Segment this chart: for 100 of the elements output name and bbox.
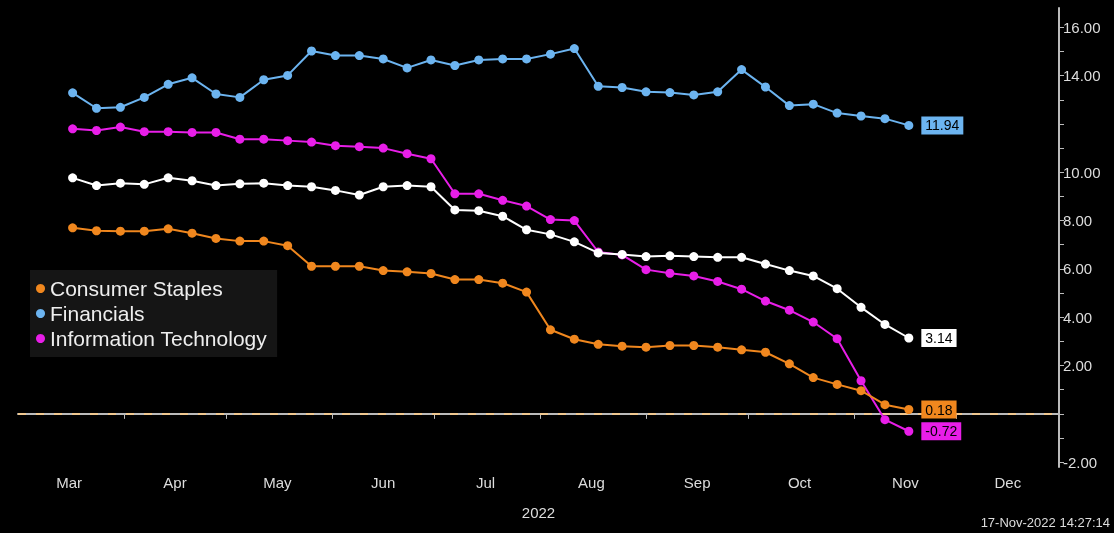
point: [832, 379, 842, 389]
point: [784, 359, 794, 369]
point: [904, 333, 914, 343]
point: [68, 173, 78, 183]
point: [426, 269, 436, 278]
point: [259, 236, 269, 246]
point: [354, 51, 364, 61]
point: [187, 73, 197, 83]
point: [235, 236, 245, 246]
point: [808, 271, 818, 281]
point: [760, 296, 770, 306]
point: [92, 103, 101, 113]
x-axis-title: 2022: [521, 504, 556, 521]
point: [450, 275, 460, 285]
point: [808, 317, 818, 327]
point: [713, 87, 723, 97]
point: [474, 189, 484, 199]
point: [593, 339, 603, 349]
point: [784, 101, 794, 111]
point: [832, 108, 842, 118]
point: [283, 136, 293, 146]
point: [808, 373, 818, 383]
point: [713, 342, 723, 352]
text: 17-Nov-2022 14:27:14: [980, 515, 1110, 530]
point: [115, 102, 125, 112]
point: [163, 224, 173, 234]
data-label: 0.18: [925, 401, 953, 418]
legend-label: Financials: [50, 302, 145, 325]
point: [354, 261, 364, 271]
point: [450, 189, 460, 199]
point: [856, 376, 866, 386]
point: [737, 345, 747, 355]
data-label: 11.94: [925, 117, 960, 134]
point: [259, 134, 269, 144]
point: [211, 181, 221, 191]
point: [832, 284, 842, 294]
y-tick-label: 16.00: [1063, 18, 1101, 36]
point: [378, 143, 388, 153]
point: [713, 252, 723, 262]
x-tick-label: Mar: [56, 474, 83, 491]
point: [522, 201, 532, 211]
point: [92, 181, 101, 191]
point: [522, 54, 532, 64]
point: [498, 211, 508, 221]
point: [760, 259, 770, 269]
point: [641, 342, 651, 352]
point: [354, 190, 364, 200]
point: [641, 87, 651, 97]
legend-label: Consumer Staples: [50, 277, 223, 300]
point: [163, 79, 173, 89]
point: [569, 216, 579, 226]
point: [68, 88, 78, 98]
point: [139, 226, 149, 236]
point: [522, 287, 532, 297]
point: [259, 75, 269, 85]
point: [689, 271, 699, 281]
point: [522, 225, 532, 235]
point: [307, 137, 317, 147]
point: [115, 178, 125, 188]
y-tick-label: 10.00: [1063, 163, 1101, 181]
point: [378, 266, 388, 276]
point: [713, 276, 723, 286]
point: [330, 51, 340, 61]
point: [211, 233, 221, 243]
point: [545, 49, 555, 59]
x-tick-label: Apr: [163, 474, 187, 491]
x-tick-label: Jun: [371, 474, 396, 491]
point: [402, 267, 412, 277]
point: [880, 415, 890, 425]
point: [402, 181, 412, 191]
point: [498, 195, 508, 205]
point: [832, 334, 842, 344]
point: [330, 261, 340, 271]
point: [904, 426, 914, 436]
point: [235, 134, 245, 144]
data-label: -0.72: [925, 423, 958, 440]
point: [426, 182, 436, 192]
point: [139, 127, 149, 137]
point: [426, 55, 436, 65]
point: [808, 99, 818, 109]
point: [545, 325, 555, 335]
point: [283, 181, 293, 191]
point: [689, 340, 699, 350]
point: [68, 124, 78, 134]
point: [163, 173, 173, 183]
point: [904, 405, 914, 414]
point: [545, 215, 555, 225]
point: [880, 400, 890, 410]
x-tick-label: Oct: [787, 474, 813, 491]
y-tick-label: 2.00: [1063, 357, 1093, 375]
point: [115, 226, 125, 236]
x-tick-label: Sep: [683, 474, 711, 491]
point: [880, 319, 890, 329]
point: [163, 127, 173, 137]
point: [450, 61, 460, 70]
point: [689, 252, 699, 262]
y-tick-label: 14.00: [1063, 67, 1101, 85]
point: [689, 90, 699, 100]
point: [856, 111, 866, 121]
point: [737, 252, 747, 262]
